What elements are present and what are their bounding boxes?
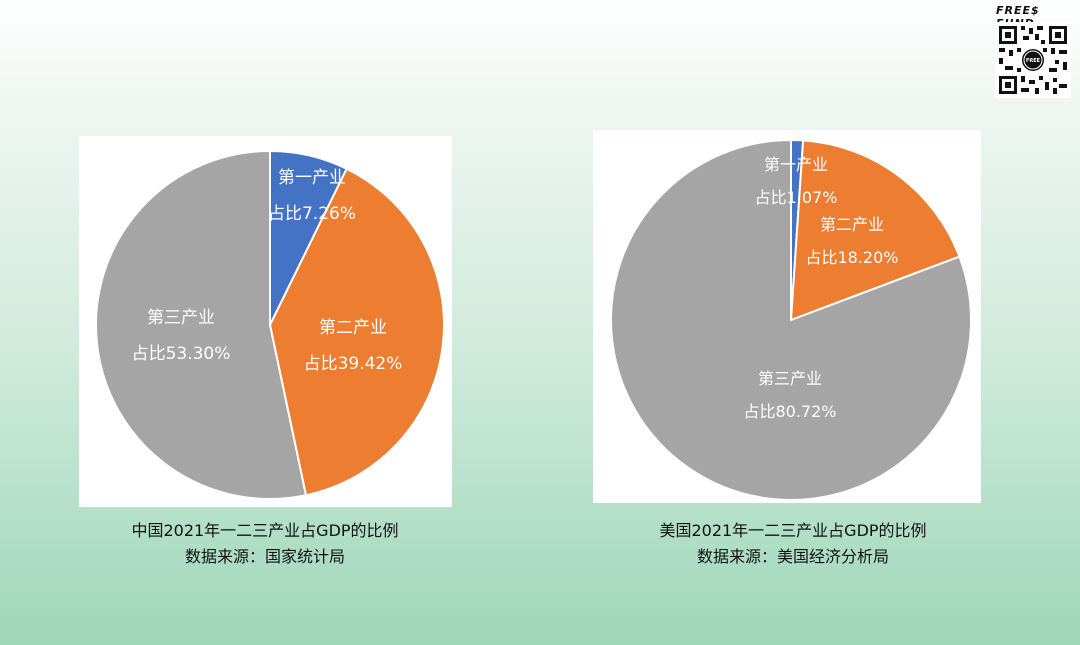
usa-slice-tertiary-value-label: 占比80.72% [743,402,836,421]
usa-slice-secondary-value-label: 占比18.20% [805,248,898,267]
usa-pie-slice-tertiary [610,138,972,501]
china-pie-panel: 第一产业占比7.26% 第二产业占比39.42% 第三产业占比53.30% [79,136,452,507]
usa-slice-secondary-category-label: 第二产业 [820,215,884,234]
usa-slice-primary-category-label: 第一产业 [764,155,828,174]
china-pie-slice-secondary [268,167,445,497]
usa-caption-source: 数据来源：美国经济分析局 [696,547,889,566]
svg-text:FREE: FREE [1026,58,1041,64]
usa-slice-primary-value-label: 占比1.07% [755,188,838,207]
usa-chart-caption: 美国2021年一二三产业占GDP的比例 数据来源：美国经济分析局 [583,518,1003,570]
usa-caption-title: 美国2021年一二三产业占GDP的比例 [659,521,927,540]
china-slice-tertiary-category-label: 第三产业 [147,308,215,328]
china-pie-slice-tertiary [95,149,308,500]
usa-pie-panel: 第一产业占比1.07% 第二产业占比18.20% 第三产业占比80.72% [593,130,981,503]
qr-code-image: FREE [995,22,1071,98]
china-caption-title: 中国2021年一二三产业占GDP的比例 [131,521,399,540]
china-slice-primary-category-label: 第一产业 [278,168,346,188]
china-slice-tertiary-value-label: 占比53.30% [132,344,231,364]
china-chart-caption: 中国2021年一二三产业占GDP的比例 数据来源：国家统计局 [55,518,475,570]
china-slice-primary-value-label: 占比7.26% [268,204,356,224]
china-caption-source: 数据来源：国家统计局 [184,547,345,566]
china-slice-secondary-category-label: 第二产业 [319,318,387,338]
china-slice-secondary-value-label: 占比39.42% [304,354,403,374]
usa-pie-slice-secondary [789,139,961,322]
usa-slice-tertiary-category-label: 第三产业 [758,369,822,388]
